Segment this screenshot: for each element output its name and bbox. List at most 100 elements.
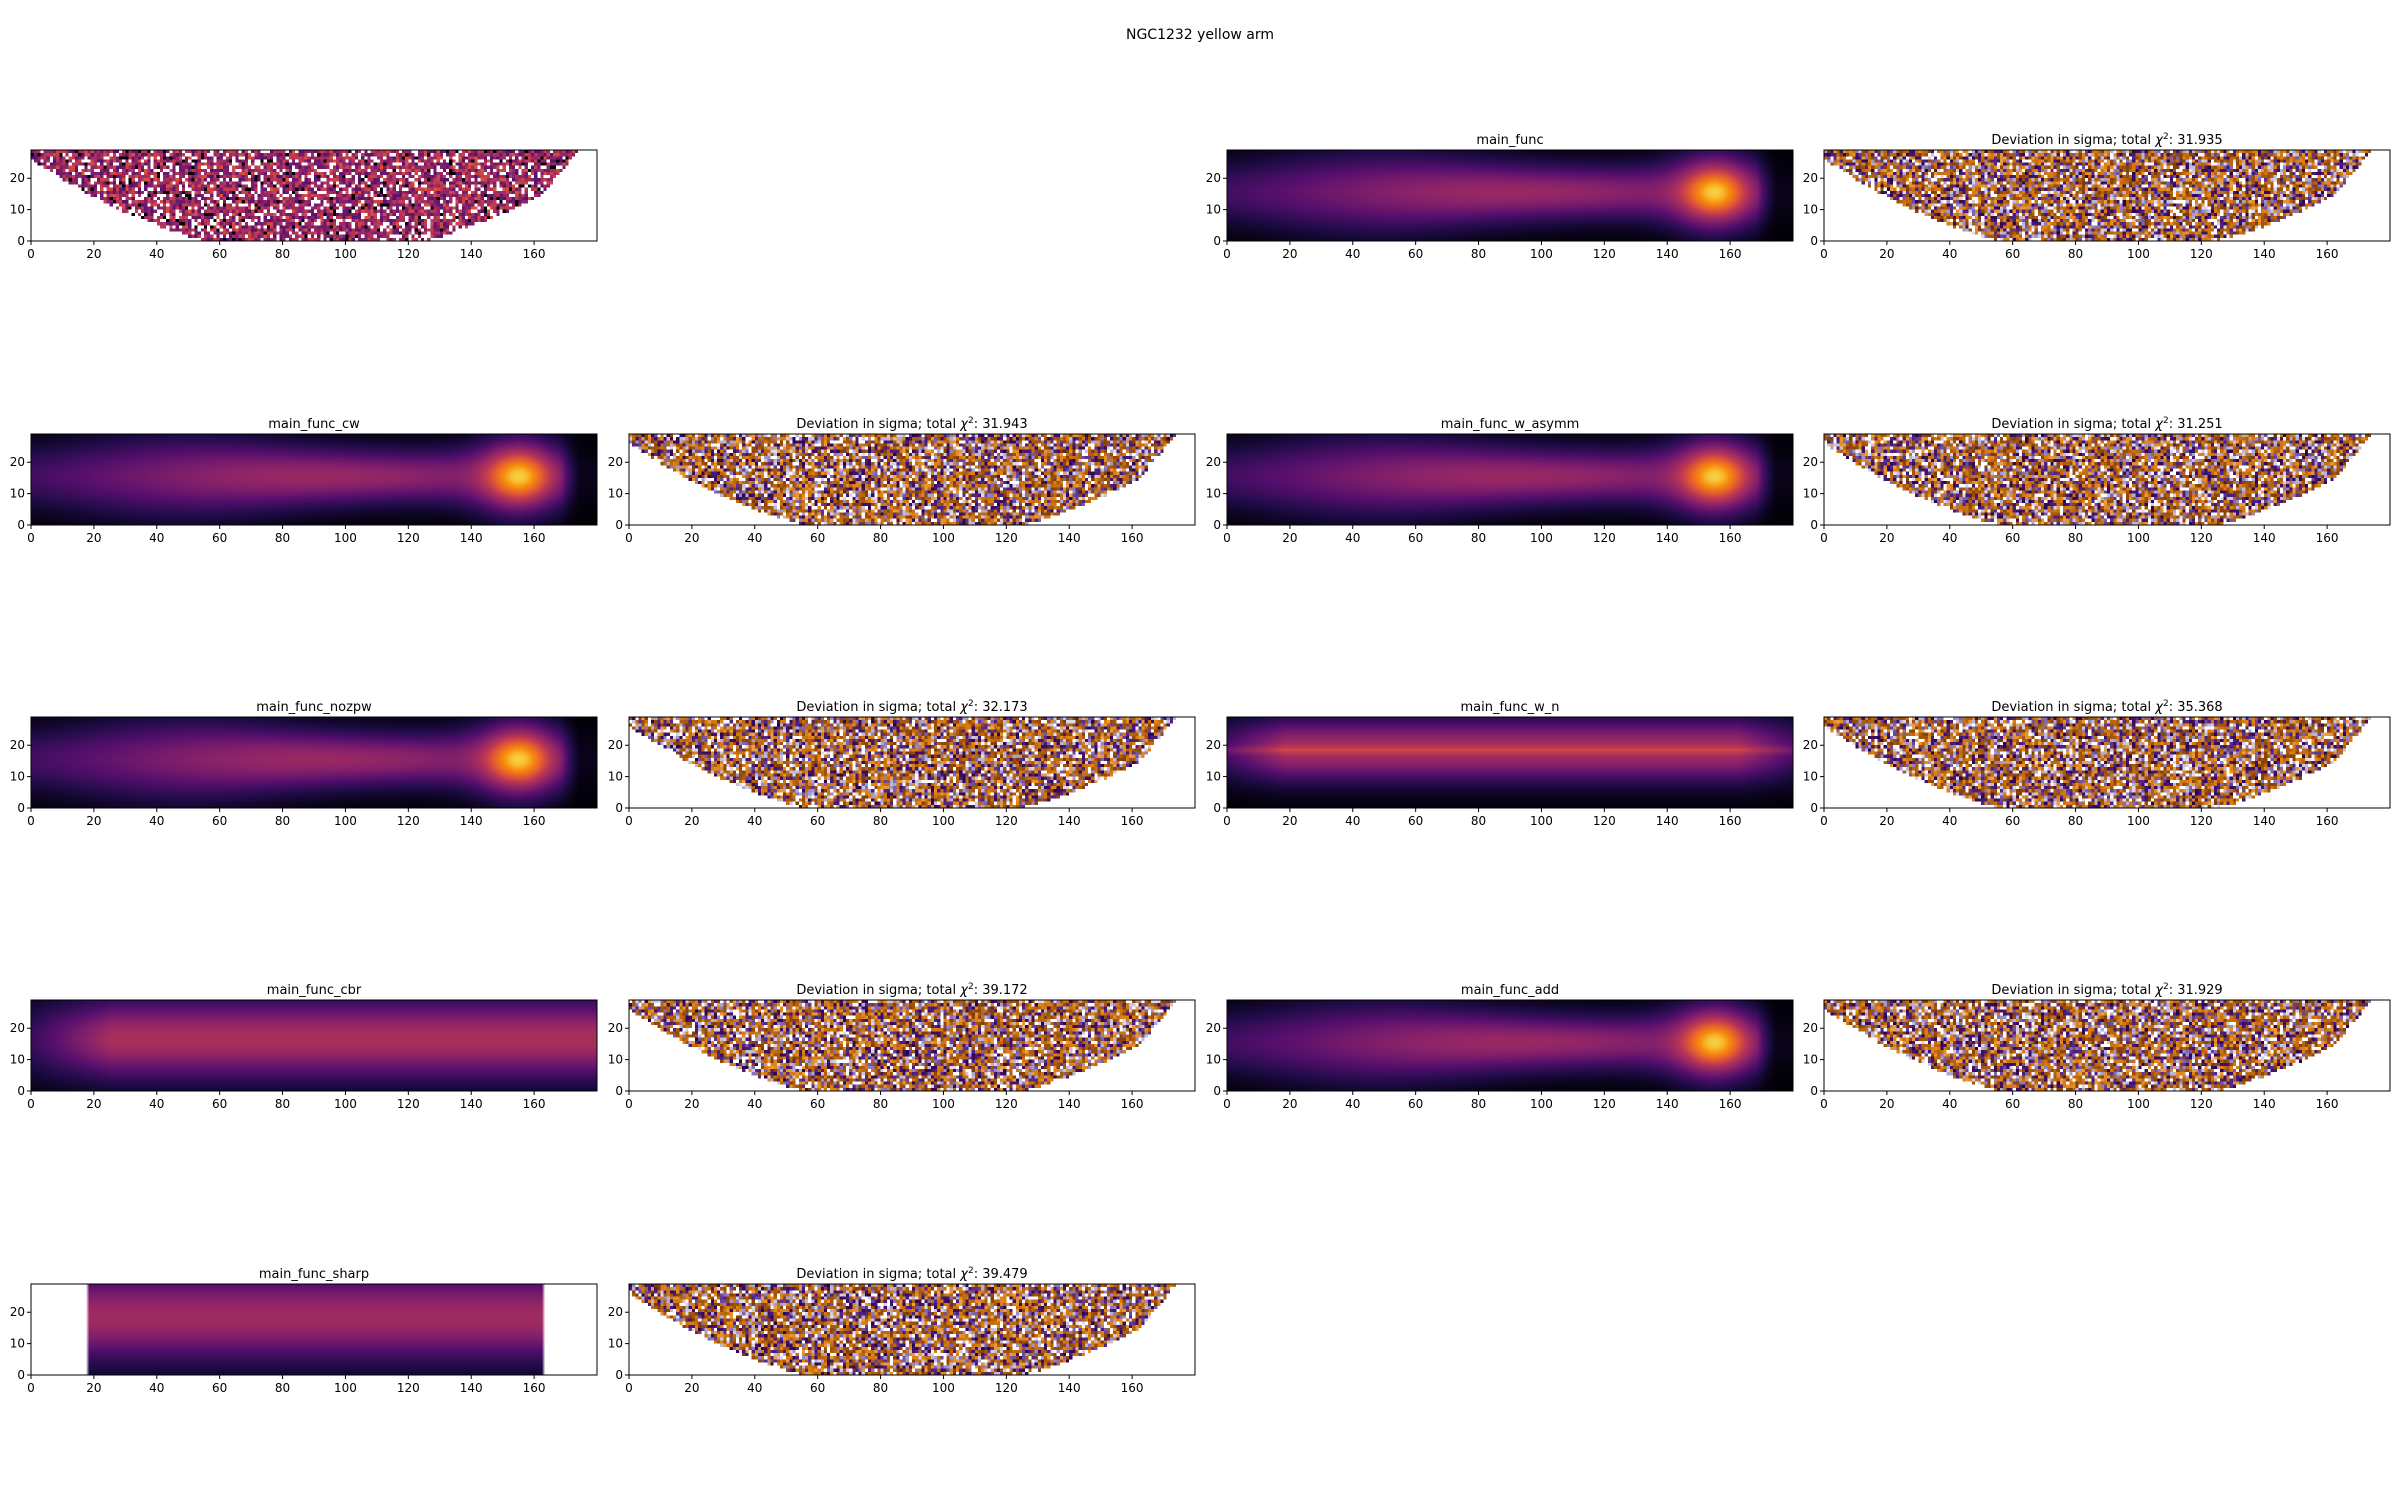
- y-tick-label: 20: [608, 1305, 623, 1319]
- x-tick-label: 60: [1408, 1097, 1423, 1111]
- x-tick-label: 100: [2127, 247, 2150, 261]
- panel-title: Deviation in sigma; total χ2: 31.251: [1991, 416, 2222, 432]
- chi2-value: : 31.251: [2169, 417, 2223, 432]
- y-tick-label: 0: [1213, 518, 1221, 532]
- x-tick-label: 40: [1942, 814, 1957, 828]
- x-tick-label: 160: [523, 1097, 546, 1111]
- axes-frame: [1226, 716, 1794, 809]
- x-tick-label: 40: [149, 247, 164, 261]
- y-tick-label: 10: [1803, 770, 1818, 784]
- x-tick-label: 160: [1719, 247, 1742, 261]
- x-tick-label: 100: [932, 531, 955, 545]
- axes-frame: [628, 1283, 1196, 1376]
- x-tick-label: 160: [1121, 1097, 1144, 1111]
- x-tick-label: 120: [397, 1097, 420, 1111]
- panel-title: Deviation in sigma; total χ2: 39.479: [796, 1266, 1027, 1282]
- x-tick-label: 140: [2253, 814, 2276, 828]
- x-tick-label: 40: [1942, 531, 1957, 545]
- y-tick-label: 10: [1206, 770, 1221, 784]
- chi-symbol: χ: [956, 983, 969, 998]
- x-tick-label: 140: [1656, 1097, 1679, 1111]
- axes-frame: [1823, 433, 2391, 526]
- x-tick-label: 160: [2316, 814, 2339, 828]
- heatmap-image: [31, 150, 597, 241]
- chi-symbol: χ: [956, 700, 969, 715]
- panel-title: main_func_w_asymm: [1441, 417, 1580, 432]
- axes-frame: [628, 999, 1196, 1092]
- heatmap-image: [1824, 717, 2390, 808]
- x-tick-label: 80: [1471, 814, 1486, 828]
- x-tick-label: 140: [460, 247, 483, 261]
- panel-title-prefix: Deviation in sigma; total: [796, 417, 956, 432]
- chi-exponent: 2: [2163, 699, 2169, 709]
- x-tick-label: 140: [1058, 814, 1081, 828]
- panel-title-prefix: Deviation in sigma; total: [796, 983, 956, 998]
- x-tick-label: 100: [1530, 531, 1553, 545]
- x-tick-label: 100: [2127, 1097, 2150, 1111]
- figure-suptitle: NGC1232 yellow arm: [1126, 27, 1274, 43]
- heatmap-image: [31, 717, 597, 808]
- x-tick-label: 0: [27, 1097, 35, 1111]
- x-tick-label: 60: [212, 1381, 227, 1395]
- panel-title: main_func_nozpw: [256, 700, 372, 715]
- axes-frame: [1226, 999, 1794, 1092]
- x-tick-label: 80: [2068, 247, 2083, 261]
- panel-title-prefix: Deviation in sigma; total: [1991, 417, 2151, 432]
- x-tick-label: 40: [747, 1097, 762, 1111]
- y-tick-label: 20: [1206, 171, 1221, 185]
- x-tick-label: 20: [1879, 814, 1894, 828]
- y-tick-label: 0: [1213, 801, 1221, 815]
- panel-main-func-cbr: main_func_cbr 0 20 40 60 80 100 120 140 160 0 10 20: [10, 983, 598, 1111]
- x-tick-label: 20: [684, 1097, 699, 1111]
- x-tick-label: 80: [275, 1097, 290, 1111]
- x-tick-label: 160: [1719, 1097, 1742, 1111]
- panel-main-func: main_func 0 20 40 60 80 100 120 140 160 0 10 20: [1206, 133, 1794, 261]
- x-tick-label: 80: [275, 247, 290, 261]
- panel-title: Deviation in sigma; total χ2: 31.935: [1991, 132, 2222, 148]
- axes-frame: [1226, 149, 1794, 242]
- x-tick-label: 140: [2253, 247, 2276, 261]
- x-tick-label: 80: [2068, 814, 2083, 828]
- x-tick-label: 0: [1820, 531, 1828, 545]
- x-tick-label: 100: [2127, 814, 2150, 828]
- y-tick-label: 20: [608, 738, 623, 752]
- y-tick-label: 0: [1213, 234, 1221, 248]
- panel-title: main_func: [1476, 133, 1543, 148]
- x-tick-label: 80: [275, 531, 290, 545]
- x-tick-label: 0: [1223, 531, 1231, 545]
- y-tick-label: 10: [1803, 203, 1818, 217]
- y-tick-label: 20: [10, 1021, 25, 1035]
- heatmap-image: [1824, 434, 2390, 525]
- heatmap-image: [629, 1000, 1195, 1091]
- x-tick-label: 140: [1656, 531, 1679, 545]
- x-tick-label: 140: [1656, 814, 1679, 828]
- axes-frame: [30, 149, 598, 242]
- y-tick-label: 0: [615, 1084, 623, 1098]
- x-tick-label: 160: [523, 531, 546, 545]
- x-tick-label: 80: [1471, 247, 1486, 261]
- x-tick-label: 100: [334, 247, 357, 261]
- panel-title-prefix: Deviation in sigma; total: [796, 1267, 956, 1282]
- x-tick-label: 0: [27, 1381, 35, 1395]
- x-tick-label: 140: [1058, 1097, 1081, 1111]
- x-tick-label: 160: [1121, 1381, 1144, 1395]
- x-tick-label: 140: [1058, 1381, 1081, 1395]
- x-tick-label: 60: [810, 531, 825, 545]
- x-tick-label: 20: [86, 814, 101, 828]
- x-tick-label: 0: [1223, 247, 1231, 261]
- panel-title-prefix: Deviation in sigma; total: [1991, 133, 2151, 148]
- panel-title: Deviation in sigma; total χ2: 35.368: [1991, 699, 2222, 715]
- x-tick-label: 60: [212, 1097, 227, 1111]
- x-tick-label: 100: [932, 1097, 955, 1111]
- y-tick-label: 10: [608, 1053, 623, 1067]
- x-tick-label: 120: [397, 814, 420, 828]
- x-tick-label: 20: [1282, 247, 1297, 261]
- x-tick-label: 20: [1879, 247, 1894, 261]
- y-tick-label: 10: [608, 1337, 623, 1351]
- x-tick-label: 100: [334, 1097, 357, 1111]
- y-tick-label: 0: [1810, 518, 1818, 532]
